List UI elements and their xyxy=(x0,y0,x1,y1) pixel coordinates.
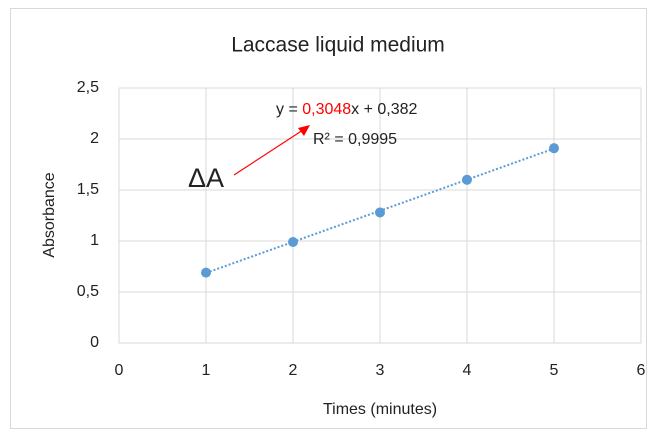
annotation: ΔA xyxy=(188,163,224,193)
equation-middle: x + xyxy=(351,101,377,118)
y-tick-label: 1 xyxy=(90,232,99,249)
chart-border xyxy=(10,8,647,429)
x-tick-label: 2 xyxy=(289,362,298,379)
annotation-arrowhead xyxy=(298,125,310,136)
point xyxy=(549,143,559,154)
y-tick-label: 0 xyxy=(90,334,99,351)
y-tick-label: 1,5 xyxy=(77,181,99,198)
chart-title: Laccase liquid medium xyxy=(231,34,445,57)
trendline-equation: y = 0,3048x + 0,382 xyxy=(276,101,418,118)
equation-intercept: 0,382 xyxy=(377,101,417,118)
annotation-arrow xyxy=(233,129,304,176)
x-axis-title: Times (minutes) xyxy=(323,401,437,418)
r-squared: R² = 0,9995 xyxy=(313,131,397,148)
point xyxy=(288,237,298,248)
point xyxy=(201,267,211,278)
x-tick-label: 6 xyxy=(637,362,646,379)
point xyxy=(375,207,385,218)
y-tick-label: 2 xyxy=(90,130,99,147)
x-tick-label: 3 xyxy=(376,362,385,379)
x-tick-label: 1 xyxy=(202,362,211,379)
y-tick-label: 0,5 xyxy=(77,283,99,300)
x-tick-label: 5 xyxy=(550,362,559,379)
equation-prefix: y = xyxy=(276,101,302,118)
x-tick-label: 4 xyxy=(463,362,472,379)
x-tick-label: 0 xyxy=(115,362,124,379)
y-axis-title: Absorbance xyxy=(41,172,58,257)
equation-slope: 0,3048 xyxy=(302,101,351,118)
point xyxy=(462,174,472,185)
y-tick-label: 2,5 xyxy=(77,79,99,96)
